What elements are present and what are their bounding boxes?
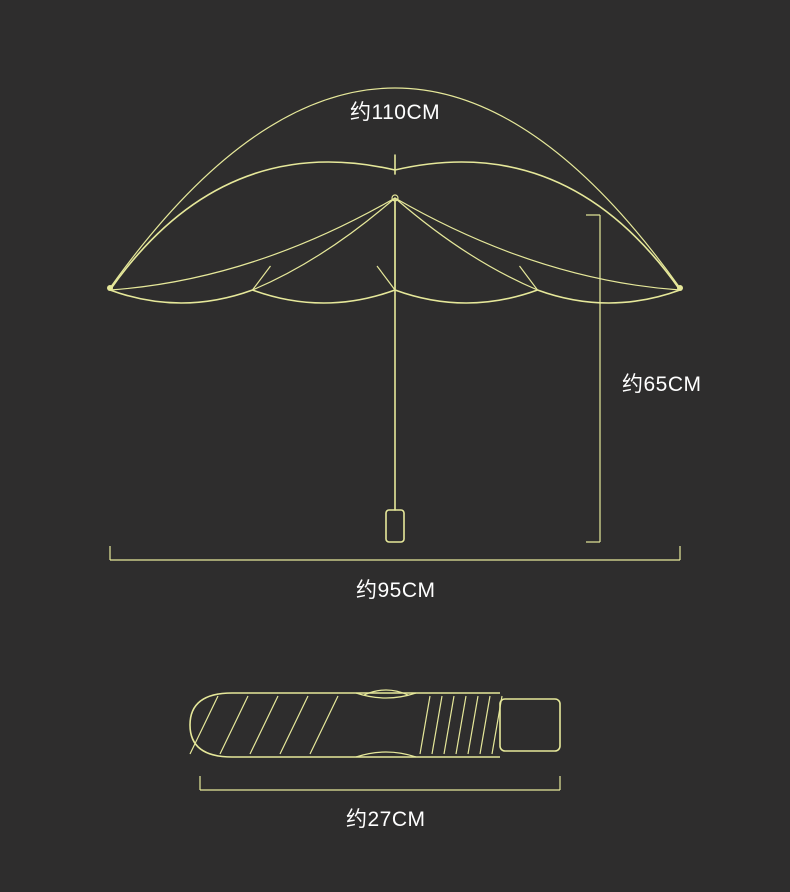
- label-height-open: 约65CM: [622, 368, 702, 398]
- label-width-closed: 约27CM: [346, 803, 426, 833]
- label-width-open: 约95CM: [356, 574, 436, 604]
- diagram-svg: [0, 0, 790, 892]
- diagram-stage: 约110CM 约65CM 约95CM 约27CM: [0, 0, 790, 892]
- label-arc: 约110CM: [350, 96, 440, 126]
